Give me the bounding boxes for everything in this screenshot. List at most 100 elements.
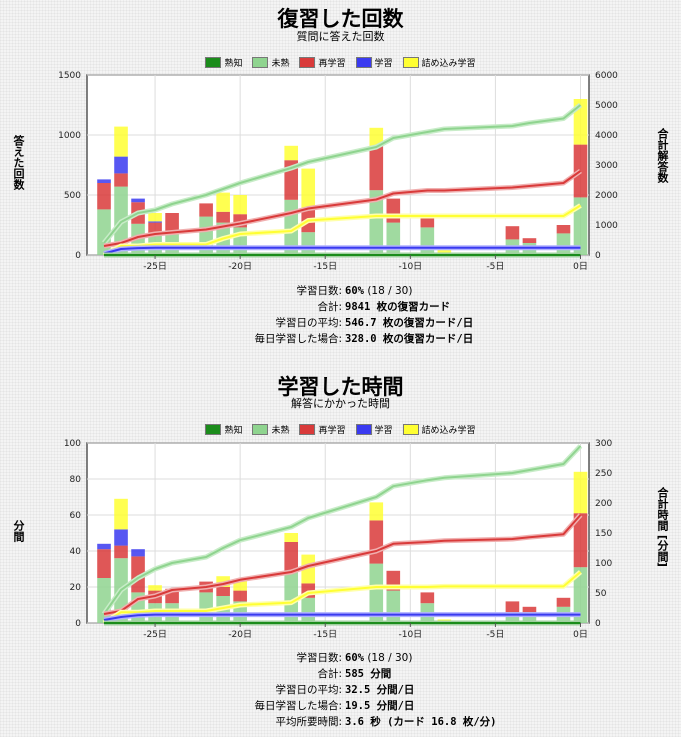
bar-segment-learn <box>131 549 145 557</box>
bar-segment-young <box>369 563 384 623</box>
bar-segment-relearn <box>114 173 128 187</box>
cumulative-line-relearn <box>103 514 582 615</box>
bar-segment-young <box>369 190 384 255</box>
stat-value-group: 585 分間 <box>342 666 391 682</box>
bar-segment-relearn <box>97 549 111 578</box>
bar-segment-cram <box>284 533 299 542</box>
x-tick-label: -15日 <box>313 261 337 272</box>
y2-tick-label: 250 <box>595 469 612 479</box>
y2-tick-label: 0 <box>595 251 601 261</box>
stat-row: 合計: 9841 枚の復習カード <box>0 299 681 315</box>
legend-swatch-relearn <box>299 424 316 435</box>
y-tick-label: 20 <box>70 583 82 593</box>
stat-value-group: 9841 枚の復習カード <box>342 299 450 315</box>
reviews-stats: 学習日数: 60% (18 / 30) 合計: 9841 枚の復習カード 学習日の平… <box>0 283 681 347</box>
legend-swatch-learn <box>355 424 372 435</box>
bar-segment-relearn <box>420 592 435 604</box>
stat-value-group: 328.0 枚の復習カード/日 <box>342 331 473 347</box>
bar-segment-relearn <box>216 211 230 223</box>
bar-segment-young <box>301 597 316 623</box>
legend-swatch-mature <box>205 57 222 68</box>
bar-segment-relearn <box>522 606 537 613</box>
y2-tick-label: 150 <box>595 529 612 539</box>
y-tick-label: 1500 <box>58 71 81 81</box>
stat-row: 平均所要時間: 3.6 秒 (カード 16.8 枚/分) <box>0 714 681 730</box>
legend-item-learn: 学習 <box>355 56 393 69</box>
legend-label-young: 未熟 <box>271 59 290 69</box>
time-chart-subtitle: 解答にかかった時間 <box>291 397 390 410</box>
y-tick-label: 0 <box>75 619 81 629</box>
time-ylabel-right: 合計時間 [分間] <box>656 487 669 567</box>
bar-segment-relearn <box>556 225 571 234</box>
legend-item-relearn: 再学習 <box>299 423 346 436</box>
x-tick-label: -10日 <box>398 261 422 272</box>
bar-segment-relearn <box>216 587 230 596</box>
stat-value: 585 分間 <box>345 668 392 680</box>
stat-value: 60% <box>345 285 364 297</box>
stat-key: 学習日数: <box>296 652 342 664</box>
legend-item-mature: 熟知 <box>205 423 242 436</box>
bar-segment-cram <box>301 168 316 209</box>
legend-label-relearn: 再学習 <box>318 426 346 436</box>
bar-segment-relearn <box>97 183 111 210</box>
legend-item-young: 未熟 <box>252 423 289 436</box>
bar-segment-relearn <box>148 222 162 234</box>
x-tick-label: -25日 <box>143 261 167 272</box>
legend-item-cram: 詰め込み学習 <box>402 56 476 69</box>
y2-tick-label: 5000 <box>595 101 618 111</box>
bar-segment-cram <box>148 585 162 591</box>
reviews-ylabel-left: 答えた回数 <box>12 135 25 190</box>
y-tick-label: 1000 <box>58 131 81 141</box>
bar-segment-relearn <box>573 144 588 198</box>
time-chart: 0 20 40 60 80 100 0 50 100 150 200 250 300 -25日 -20日 -1… <box>64 439 613 640</box>
cumulative-line-young <box>103 104 582 244</box>
bar-segment-cram <box>437 246 452 255</box>
bar-segment-cram <box>301 554 316 584</box>
y2-tick-label: 50 <box>595 589 607 599</box>
stat-value: 328.0 枚の復習カード/日 <box>345 333 474 345</box>
legend-label-young: 未熟 <box>271 426 290 436</box>
bar-segment-cram <box>573 471 588 514</box>
legend-swatch-cram <box>402 57 419 68</box>
x-tick-label: -5日 <box>486 629 504 640</box>
y2-tick-label: 3000 <box>595 161 618 171</box>
stat-row: 毎日学習した場合: 328.0 枚の復習カード/日 <box>0 331 681 347</box>
bar-segment-relearn <box>522 238 537 243</box>
bar-segment-young <box>301 232 316 255</box>
legend-label-mature: 熟知 <box>224 426 243 436</box>
y2-tick-label: 6000 <box>595 71 618 81</box>
bar-segment-relearn <box>369 145 384 191</box>
stat-key: 学習日の平均: <box>275 684 342 696</box>
x-tick-label: 0日 <box>573 629 588 640</box>
bar-segment-young <box>97 209 111 255</box>
bar-segment-relearn <box>556 597 571 607</box>
time-legend: 熟知 未熟 再学習 学習 詰め込み学習 <box>0 423 681 436</box>
y2-tick-label: 100 <box>595 559 612 569</box>
bar-segment-young <box>97 578 111 623</box>
bar-segment-cram <box>284 145 299 161</box>
y2-tick-label: 0 <box>595 619 601 629</box>
cumulative-line-cram <box>103 204 582 256</box>
y2-tick-label: 2000 <box>595 191 618 201</box>
y-tick-label: 100 <box>64 439 81 449</box>
legend-label-mature: 熟知 <box>224 59 243 69</box>
reviews-legend: 熟知 未熟 再学習 学習 詰め込み学習 <box>0 56 681 69</box>
y-tick-label: 500 <box>64 191 81 201</box>
bar-segment-relearn <box>505 601 520 613</box>
stat-value-group: 3.6 秒 (カード 16.8 枚/分) <box>342 714 497 730</box>
stat-value-group: 546.7 枚の復習カード/日 <box>342 315 473 331</box>
bar-segment-relearn <box>284 542 299 571</box>
stat-key: 合計: <box>317 668 342 680</box>
bar-segment-learn <box>131 198 145 203</box>
legend-swatch-relearn <box>299 57 316 68</box>
stat-row: 学習日の平均: 546.7 枚の復習カード/日 <box>0 315 681 331</box>
time-ylabel-left: 分間 <box>12 520 25 542</box>
bar-segment-relearn <box>165 213 179 233</box>
cumulative-line-learn <box>103 613 581 621</box>
bar-segment-learn <box>114 156 128 174</box>
bar-segment-cram <box>369 127 384 146</box>
stat-value-group: 32.5 分間/日 <box>342 682 414 698</box>
stat-value: 9841 枚の復習カード <box>345 301 451 313</box>
bar-segment-cram <box>216 192 230 212</box>
bar-segment-young <box>556 233 571 255</box>
